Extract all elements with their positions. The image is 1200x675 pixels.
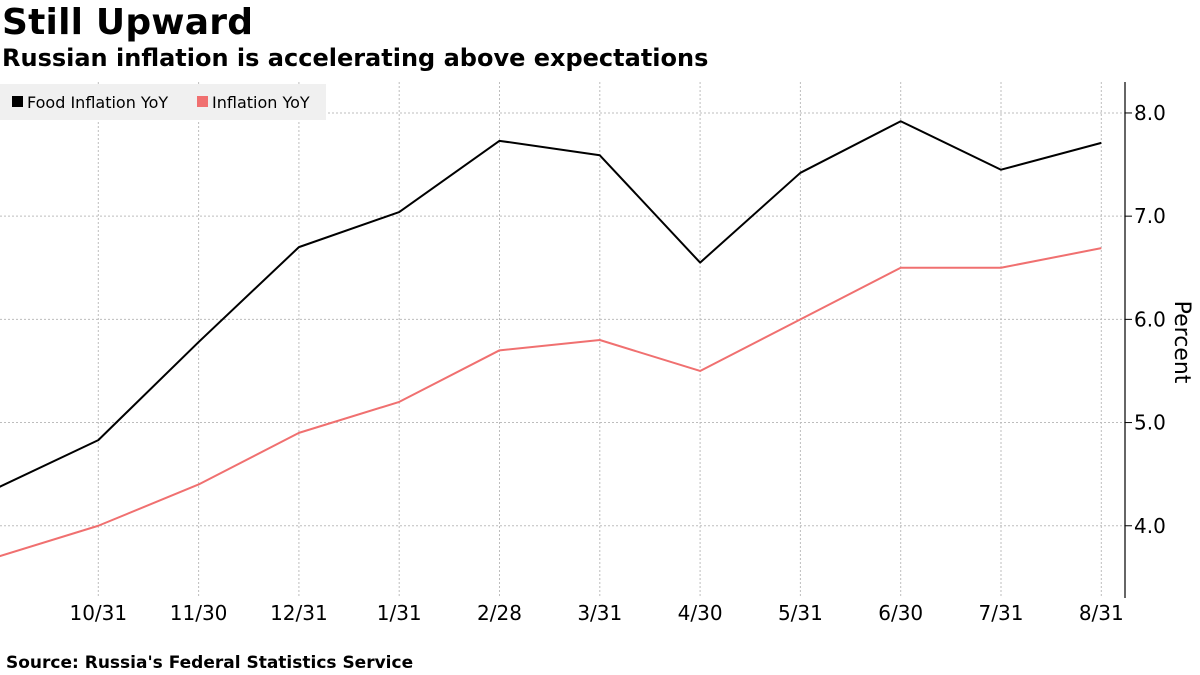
x-tick-label: 11/30 bbox=[170, 601, 228, 625]
y-tick-label: 7.0 bbox=[1134, 204, 1166, 228]
x-tick-label: 10/31 bbox=[69, 601, 127, 625]
legend: Food Inflation YoY Inflation YoY bbox=[0, 84, 326, 120]
series-lines bbox=[0, 120, 1102, 558]
x-tick-label: 12/31 bbox=[270, 601, 328, 625]
x-tick-label: 5/31 bbox=[778, 601, 823, 625]
y-tick-label: 4.0 bbox=[1134, 514, 1166, 538]
legend-swatch bbox=[197, 96, 208, 107]
y-axis-label: Percent bbox=[1169, 301, 1194, 384]
chart-subtitle: Russian inflation is accelerating above … bbox=[2, 44, 709, 72]
y-axis: 4.0 5.0 6.0 7.0 8.0 Percent bbox=[1124, 82, 1194, 598]
source-note: Source: Russia's Federal Statistics Serv… bbox=[6, 653, 414, 673]
legend-label: Inflation YoY bbox=[212, 93, 310, 112]
series-line-food-inflation bbox=[0, 120, 1102, 488]
series-line-inflation bbox=[0, 247, 1102, 558]
legend-label: Food Inflation YoY bbox=[27, 93, 168, 112]
x-tick-label: 4/30 bbox=[678, 601, 723, 625]
chart-title: Still Upward bbox=[2, 2, 254, 43]
y-tick-label: 6.0 bbox=[1134, 307, 1166, 331]
x-tick-label: 3/31 bbox=[577, 601, 622, 625]
y-tick-label: 5.0 bbox=[1134, 411, 1166, 435]
grid-lines bbox=[0, 82, 1125, 598]
x-tick-label: 2/28 bbox=[477, 601, 522, 625]
x-tick-label: 7/31 bbox=[979, 601, 1024, 625]
legend-background bbox=[0, 84, 326, 120]
x-tick-label: 8/31 bbox=[1079, 601, 1124, 625]
x-axis: 10/31 11/30 12/31 1/31 2/28 3/31 4/30 5/31 6/30 7… bbox=[69, 601, 1123, 625]
x-tick-label: 6/30 bbox=[878, 601, 923, 625]
y-tick-label: 8.0 bbox=[1134, 101, 1166, 125]
legend-swatch bbox=[12, 96, 23, 107]
x-tick-label: 1/31 bbox=[377, 601, 422, 625]
